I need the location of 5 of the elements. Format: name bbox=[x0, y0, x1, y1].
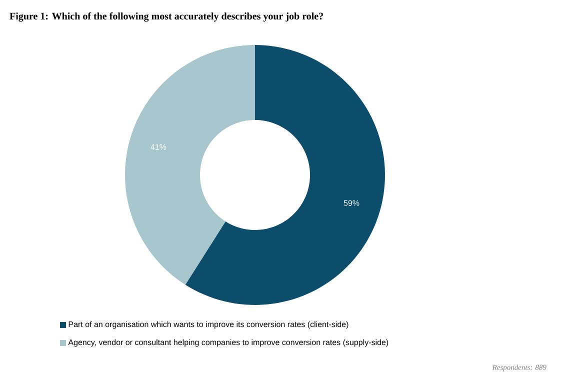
legend-label: Part of an organisation which wants to improve its conversion rates (client-side) bbox=[68, 321, 348, 329]
data-label: 59% bbox=[344, 200, 360, 206]
data-label: 41% bbox=[150, 144, 166, 150]
chart-title: Figure 1: Which of the following most accurately describes your job role? bbox=[10, 12, 323, 22]
legend-label: Agency, vendor or consultant helping companies to improve conversion rates (supply-side) bbox=[68, 339, 388, 347]
